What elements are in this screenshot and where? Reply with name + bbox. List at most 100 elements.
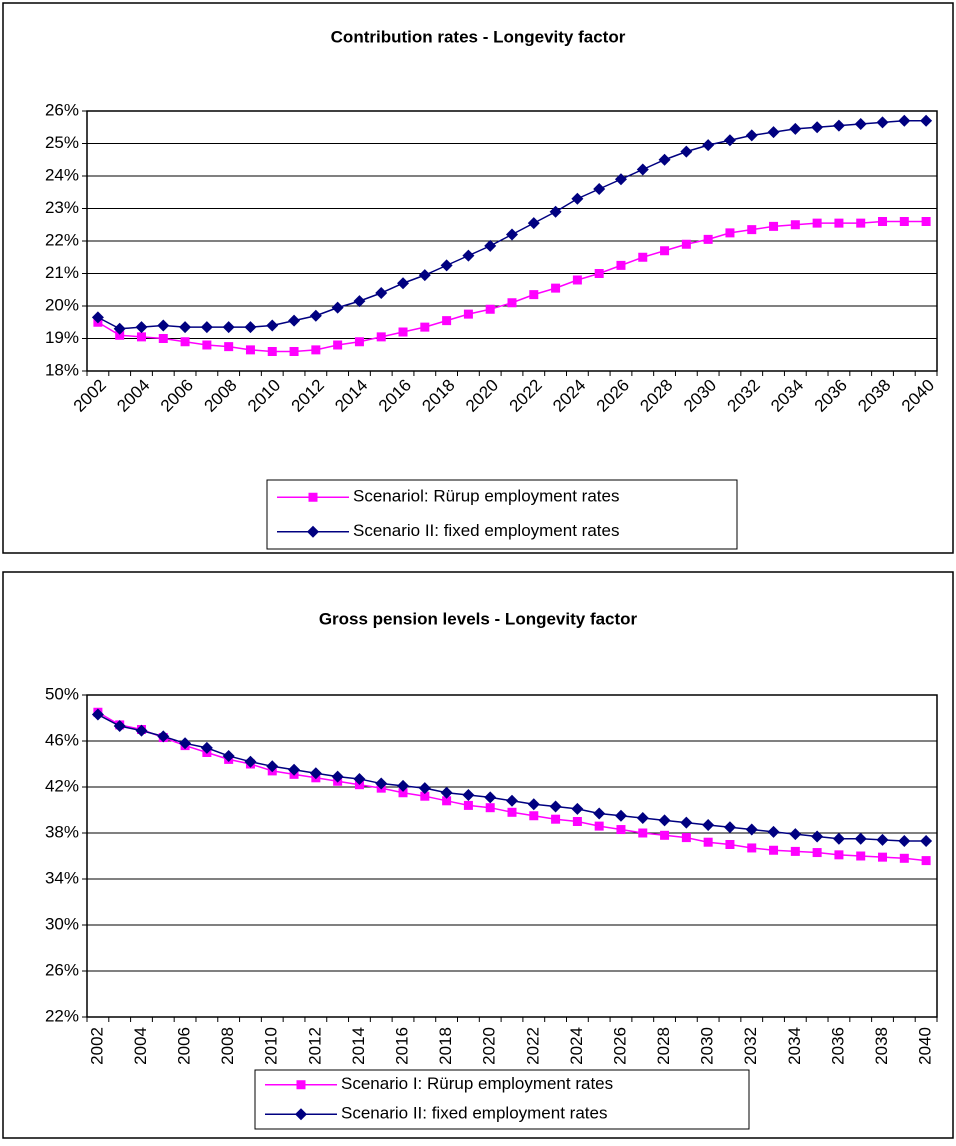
x-tick-label: 2036 xyxy=(828,1027,847,1065)
marker xyxy=(702,139,715,152)
marker xyxy=(638,252,648,262)
marker xyxy=(854,118,867,130)
marker xyxy=(288,763,301,776)
marker xyxy=(614,809,627,822)
marker xyxy=(245,345,255,355)
marker xyxy=(832,119,845,132)
y-tick-label: 26% xyxy=(45,960,79,979)
marker xyxy=(549,800,562,813)
chart: Gross pension levels - Longevity factor 2… xyxy=(2,571,954,1139)
plot-area xyxy=(86,694,938,1018)
marker xyxy=(311,345,321,355)
marker xyxy=(333,340,343,350)
marker xyxy=(397,779,410,792)
marker xyxy=(463,800,473,810)
marker xyxy=(594,269,604,278)
marker xyxy=(789,828,802,841)
marker xyxy=(529,290,539,300)
y-tick-label: 26% xyxy=(45,100,79,119)
marker xyxy=(244,755,257,768)
marker xyxy=(266,760,279,773)
marker xyxy=(180,337,190,347)
marker xyxy=(309,309,322,322)
marker xyxy=(462,789,475,802)
marker xyxy=(91,311,104,324)
marker xyxy=(790,220,800,230)
marker xyxy=(309,767,322,780)
marker xyxy=(636,163,649,176)
marker xyxy=(725,840,735,849)
marker xyxy=(703,234,713,244)
legend-label: Scenario II: fixed employment rates xyxy=(341,1104,607,1123)
y-tick-label: 24% xyxy=(45,165,79,184)
marker xyxy=(484,791,497,804)
marker xyxy=(398,327,408,337)
y-tick-label: 30% xyxy=(45,914,79,933)
marker xyxy=(658,814,671,827)
marker xyxy=(571,192,584,205)
marker xyxy=(921,217,931,226)
marker xyxy=(812,218,822,228)
marker xyxy=(920,114,933,127)
x-tick-label: 2002 xyxy=(87,1027,106,1065)
marker xyxy=(157,730,170,743)
marker xyxy=(506,228,518,241)
marker xyxy=(179,321,192,334)
marker xyxy=(703,837,713,847)
x-tick-label: 2014 xyxy=(349,1027,368,1065)
marker xyxy=(135,724,148,737)
marker xyxy=(485,304,495,314)
marker xyxy=(898,114,911,127)
marker xyxy=(376,332,386,342)
marker xyxy=(899,853,909,863)
marker xyxy=(593,183,606,195)
legend-label: Scenario I: Rürup employment rates xyxy=(341,1074,613,1093)
y-tick-label: 20% xyxy=(45,295,79,314)
marker xyxy=(854,832,867,845)
x-tick-label: 2034 xyxy=(785,1027,804,1065)
marker xyxy=(506,794,518,807)
marker xyxy=(331,301,344,314)
marker xyxy=(354,337,364,347)
legend xyxy=(254,1069,750,1130)
marker xyxy=(878,217,888,226)
marker xyxy=(202,340,212,350)
plot-area xyxy=(86,110,938,372)
legend-label: Scenariol: Rürup employment rates xyxy=(353,487,619,506)
marker xyxy=(921,856,931,866)
marker xyxy=(769,845,779,855)
marker xyxy=(680,145,693,158)
marker xyxy=(485,803,495,813)
marker xyxy=(420,322,430,332)
y-tick-label: 46% xyxy=(45,730,79,749)
marker xyxy=(616,825,626,835)
marker xyxy=(745,823,758,836)
marker xyxy=(158,334,168,343)
marker xyxy=(484,239,497,252)
y-tick-label: 22% xyxy=(45,1006,79,1025)
marker xyxy=(222,749,235,762)
x-tick-label: 2040 xyxy=(916,1027,935,1065)
marker xyxy=(832,832,845,845)
marker xyxy=(529,811,539,821)
marker xyxy=(135,321,148,334)
y-tick-label: 22% xyxy=(45,230,79,249)
marker xyxy=(222,321,235,334)
marker xyxy=(440,786,453,799)
marker xyxy=(91,708,104,721)
marker xyxy=(375,287,388,299)
marker xyxy=(353,295,366,308)
x-tick-label: 2030 xyxy=(698,1027,717,1065)
x-tick-label: 2020 xyxy=(480,1027,499,1065)
y-tick-label: 19% xyxy=(45,328,79,347)
chart-frame xyxy=(2,2,954,554)
x-tick-label: 2006 xyxy=(175,1027,194,1065)
marker xyxy=(723,821,736,834)
marker xyxy=(660,246,670,256)
marker xyxy=(507,807,517,817)
marker xyxy=(442,796,452,806)
marker xyxy=(397,277,410,290)
marker xyxy=(789,122,802,135)
marker xyxy=(702,818,715,831)
